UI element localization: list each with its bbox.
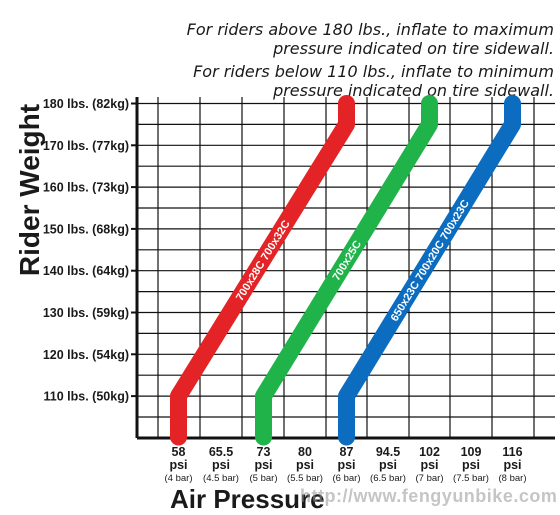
- x-tick-bar-value: (4 bar): [165, 473, 193, 484]
- note-line-2: pressure indicated on tire sidewall.: [273, 39, 554, 58]
- x-tick-psi-unit: psi: [254, 458, 272, 472]
- watermark-text: http://www.fengyunbike.com: [300, 486, 558, 506]
- x-tick-bar-value: (6 bar): [333, 473, 361, 484]
- x-tick-bar-value: (6.5 bar): [370, 473, 406, 484]
- x-tick-psi-value: 65.5: [209, 445, 233, 459]
- series-band-2: [255, 95, 438, 446]
- x-tick-psi-unit: psi: [169, 458, 187, 472]
- x-tick-psi-value: 109: [461, 445, 482, 459]
- x-tick-psi-value: 73: [257, 445, 271, 459]
- y-tick-label: 130 lbs. (59kg): [43, 306, 129, 320]
- series-band-3: [338, 95, 521, 446]
- x-tick-bar-value: (5 bar): [250, 473, 278, 484]
- y-tick-label: 110 lbs. (50kg): [44, 390, 129, 404]
- x-tick-psi-value: 102: [419, 445, 440, 459]
- note-line-4: pressure indicated on tire sidewall.: [273, 81, 554, 100]
- y-tick-label: 150 lbs. (68kg): [43, 222, 129, 236]
- y-tick-label: 170 lbs. (77kg): [43, 139, 129, 153]
- y-tick-label: 160 lbs. (73kg): [43, 181, 129, 195]
- x-tick-psi-unit: psi: [296, 458, 314, 472]
- y-axis-title: Rider Weight: [14, 103, 45, 277]
- x-axis-title: Air Pressure: [170, 484, 325, 514]
- x-tick-bar-value: (7 bar): [416, 473, 444, 484]
- x-tick-bar-value: (5.5 bar): [287, 473, 323, 484]
- y-tick-label: 120 lbs. (54kg): [43, 348, 129, 362]
- note-light-riders: For riders below 110 lbs., inflate to mi…: [193, 62, 554, 100]
- x-tick-psi-value: 94.5: [376, 445, 400, 459]
- y-tick-label: 140 lbs. (64kg): [43, 264, 129, 278]
- note-heavy-riders: For riders above 180 lbs., inflate to ma…: [187, 20, 554, 58]
- x-tick-psi-unit: psi: [379, 458, 397, 472]
- y-tick-label: 180 lbs. (82kg): [43, 97, 129, 111]
- x-tick-bar-value: (7.5 bar): [453, 473, 489, 484]
- x-tick-psi-value: 58: [172, 445, 186, 459]
- x-tick-psi-value: 116: [502, 445, 522, 459]
- x-tick-psi-unit: psi: [212, 458, 230, 472]
- x-tick-psi-unit: psi: [420, 458, 438, 472]
- series-band-1: [170, 95, 355, 446]
- x-tick-bar-value: (4.5 bar): [203, 473, 239, 484]
- x-tick-bar-value: (8 bar): [499, 473, 527, 484]
- series-label-3: 650x23C 700x20C 700x23C: [389, 198, 472, 324]
- note-line-1: For riders above 180 lbs., inflate to ma…: [186, 20, 554, 39]
- note-line-3: For riders below 110 lbs., inflate to mi…: [193, 62, 554, 81]
- x-tick-psi-value: 87: [340, 445, 354, 459]
- x-tick-psi-unit: psi: [503, 458, 521, 472]
- x-tick-psi-value: 80: [298, 445, 312, 459]
- x-tick-psi-unit: psi: [337, 458, 355, 472]
- x-tick-psi-unit: psi: [462, 458, 480, 472]
